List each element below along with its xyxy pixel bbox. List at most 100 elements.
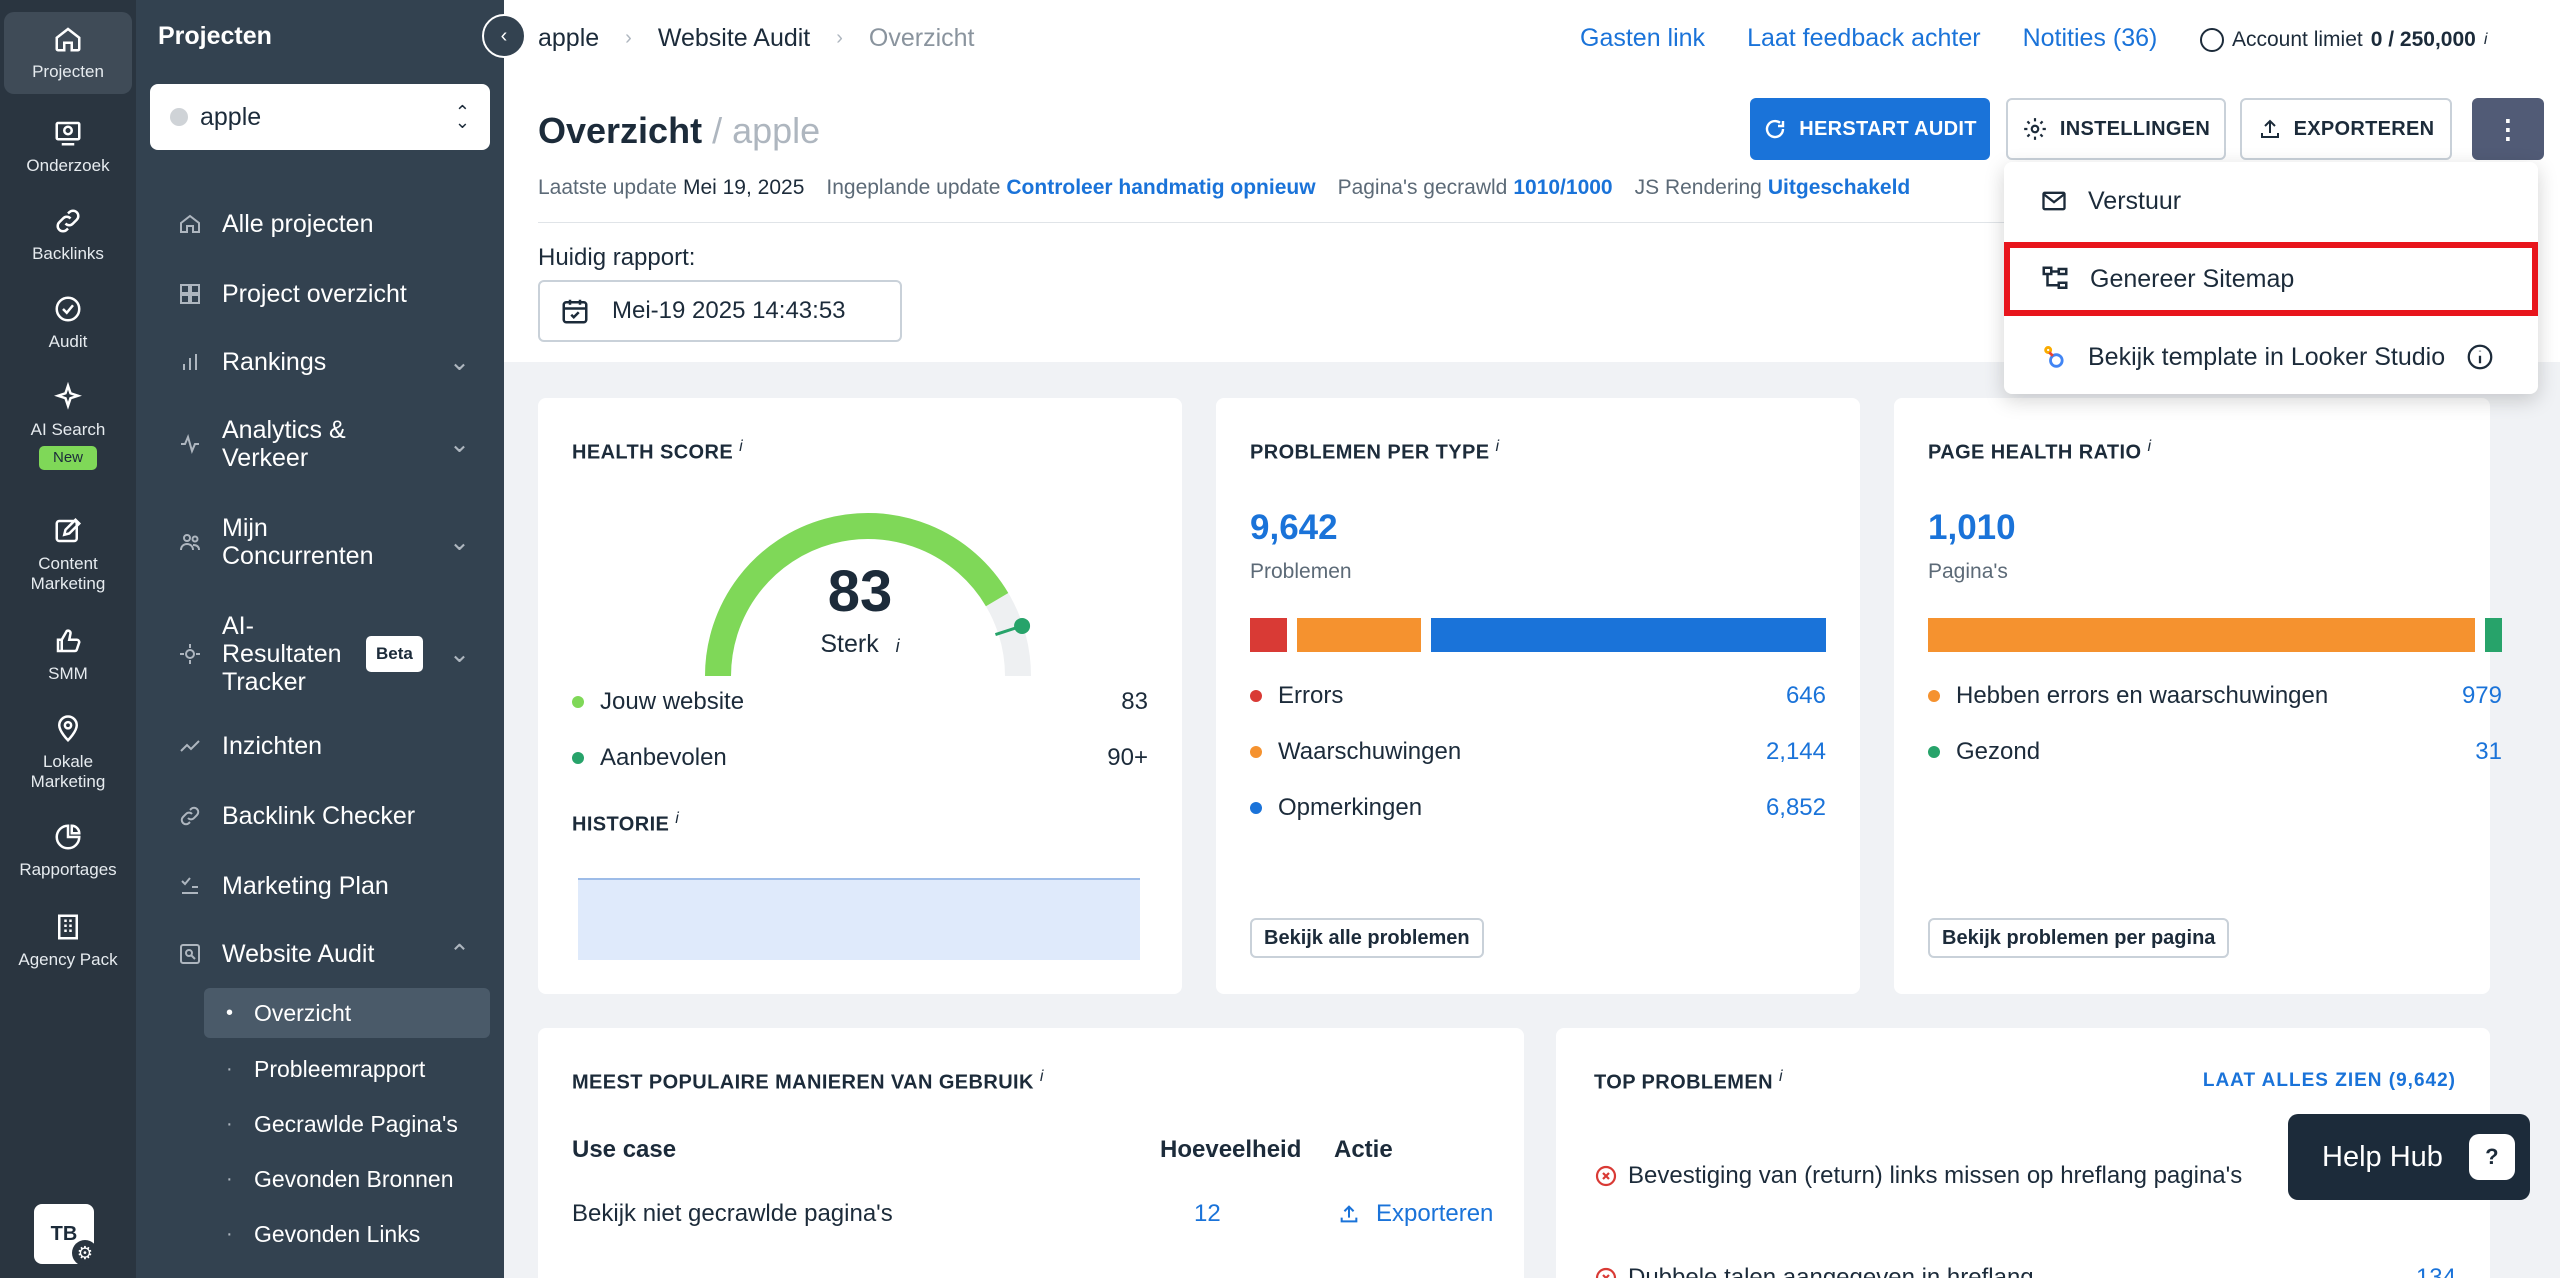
breadcrumb-item[interactable]: Website Audit <box>657 24 811 52</box>
avatar[interactable]: TB <box>34 1204 94 1264</box>
bar-issues[interactable] <box>1928 618 2475 652</box>
sidebar-item-label: Rankings <box>222 348 327 376</box>
problem-row-value[interactable]: 646 <box>1785 682 1826 709</box>
top-problem-row[interactable]: Bevestiging van (return) links missen op… <box>1594 1162 2242 1190</box>
problems-total[interactable]: 9,642 <box>1250 508 1338 547</box>
sidebar-item-alle-projecten[interactable]: Alle projecten <box>176 210 486 238</box>
info-icon[interactable]: i <box>1039 1068 1044 1085</box>
menu-item-genereer-sitemap[interactable]: Genereer Sitemap <box>2004 242 2538 316</box>
card-title: MEEST POPULAIRE MANIEREN VAN GEBRUIK i <box>572 1068 1044 1095</box>
menu-item-verstuur[interactable]: Verstuur <box>2004 164 2538 238</box>
project-selector[interactable]: apple ⌃ ⌄ <box>150 84 490 150</box>
view-all-top-problems-link[interactable]: LAAT ALLES ZIEN (9,642) <box>2202 1070 2456 1091</box>
rail-item-backlinks[interactable]: Backlinks <box>4 204 132 264</box>
rail-item-onderzoek[interactable]: Onderzoek <box>4 116 132 176</box>
sidebar-subitem-gecrawlde-paginas[interactable]: · Gecrawlde Pagina's <box>204 1099 490 1149</box>
ratio-row-value[interactable]: 31 <box>2475 738 2502 765</box>
gear-icon[interactable]: ⚙ <box>72 1240 98 1266</box>
card-title: HEALTH SCORE i <box>572 438 743 465</box>
ratio-row-value[interactable]: 979 <box>2461 682 2502 709</box>
info-icon[interactable]: i <box>675 810 680 827</box>
guest-link[interactable]: Gasten link <box>1580 24 1706 52</box>
sidebar-item-website-audit[interactable]: Website Audit ⌃ <box>176 940 486 968</box>
legend-dot <box>1928 690 1940 702</box>
bar-warnings[interactable] <box>1297 618 1421 652</box>
info-icon[interactable]: i <box>895 636 900 656</box>
sidebar-item-label: Inzichten <box>222 732 323 760</box>
planned-update-link[interactable]: Controleer handmatig opnieuw <box>1006 176 1316 199</box>
use-case-amount[interactable]: 12 <box>1194 1200 1221 1227</box>
feedback-link[interactable]: Laat feedback achter <box>1747 24 1981 52</box>
health-row-label: Aanbevolen <box>600 744 727 771</box>
sidebar-subitem-gevonden-bronnen[interactable]: · Gevonden Bronnen <box>204 1154 490 1204</box>
rail-item-rapportages[interactable]: Rapportages <box>4 820 132 880</box>
sidebar-item-label: Alle projecten <box>222 210 374 238</box>
problem-row-value[interactable]: 2,144 <box>1765 738 1826 765</box>
info-icon[interactable]: i <box>2147 438 2152 455</box>
report-date-selector[interactable]: Mei-19 2025 14:43:53 <box>538 280 902 342</box>
health-score-label-text: Sterk <box>820 630 879 658</box>
top-problem-label: Dubbele talen aangegeven in hreflang <box>1628 1264 2034 1278</box>
rail-item-projecten[interactable]: Projecten <box>4 12 132 94</box>
info-icon[interactable]: i <box>739 438 744 455</box>
speedometer-icon <box>2200 28 2224 52</box>
view-problems-per-page-button[interactable]: Bekijk problemen per pagina <box>1928 918 2230 958</box>
menu-item-label: Genereer Sitemap <box>2090 264 2295 293</box>
notes-link[interactable]: Notities (36) <box>2022 24 2158 52</box>
sidebar-item-ai-tracker[interactable]: AI-Resultaten Tracker Beta ⌄ <box>176 612 486 696</box>
rail-item-agency-pack[interactable]: Agency Pack <box>4 910 132 970</box>
crawled-link[interactable]: 1010/1000 <box>1513 176 1613 199</box>
restart-audit-button[interactable]: HERSTART AUDIT <box>1750 98 1990 160</box>
new-badge: New <box>38 446 97 470</box>
info-circle-icon[interactable] <box>2465 342 2495 372</box>
bar-healthy[interactable] <box>2484 618 2502 652</box>
sidebar-subitem-overzicht[interactable]: • Overzicht <box>204 988 490 1038</box>
export-button[interactable]: EXPORTEREN <box>2240 98 2452 160</box>
history-title-text: HISTORIE <box>572 813 670 836</box>
rail-item-audit[interactable]: Audit <box>4 292 132 352</box>
settings-label: INSTELLINGEN <box>2059 117 2211 140</box>
apple-logo-icon <box>170 108 188 126</box>
rail-item-smm[interactable]: SMM <box>4 624 132 684</box>
rail-item-content-marketing[interactable]: Content Marketing <box>4 514 132 594</box>
sidebar-subitem-gevonden-links[interactable]: · Gevonden Links <box>204 1209 490 1259</box>
sidebar-subitem-probleemrapport[interactable]: · Probleemrapport <box>204 1044 490 1094</box>
health-row-label: Jouw website <box>600 688 745 715</box>
info-icon[interactable]: i <box>2483 31 2488 48</box>
bar-notices[interactable] <box>1430 618 1826 652</box>
legend-dot <box>1928 746 1940 758</box>
legend-dot <box>1250 802 1262 814</box>
settings-button[interactable]: INSTELLINGEN <box>2006 98 2226 160</box>
sidebar-item-project-overzicht[interactable]: Project overzicht <box>176 280 486 308</box>
sidebar-item-rankings[interactable]: Rankings ⌄ <box>176 348 486 376</box>
js-rendering-link[interactable]: Uitgeschakeld <box>1767 176 1911 199</box>
health-row-value: 90+ <box>1107 744 1148 771</box>
sidebar-item-mijn-concurrenten[interactable]: Mijn Concurrenten ⌄ <box>176 514 486 570</box>
rail-item-lokale-marketing[interactable]: Lokale Marketing <box>4 712 132 792</box>
problem-row-value[interactable]: 6,852 <box>1765 794 1826 821</box>
breadcrumb-item[interactable]: apple <box>538 24 600 52</box>
sidebar-item-backlink-checker[interactable]: Backlink Checker <box>176 802 486 830</box>
bar-errors[interactable] <box>1250 618 1288 652</box>
sidebar-item-marketing-plan[interactable]: Marketing Plan <box>176 872 486 900</box>
sparkle-icon <box>51 380 85 414</box>
pages-total[interactable]: 1,010 <box>1928 508 2016 547</box>
menu-item-label: Bekijk template in Looker Studio <box>2088 342 2446 371</box>
more-options-button[interactable]: ⋮ <box>2472 98 2544 160</box>
menu-item-looker-studio[interactable]: Bekijk template in Looker Studio <box>2004 320 2538 394</box>
top-problem-count[interactable]: 134 <box>2415 1264 2456 1278</box>
rail-item-ai-search[interactable]: AI Search New <box>4 380 132 470</box>
sidebar-item-inzichten[interactable]: Inzichten <box>176 732 486 760</box>
calendar-check-icon <box>560 296 590 326</box>
help-hub-button[interactable]: Help Hub ? <box>2288 1114 2530 1200</box>
sidebar-item-analytics[interactable]: Analytics & Verkeer ⌄ <box>176 416 486 472</box>
view-all-problems-button[interactable]: Bekijk alle problemen <box>1250 918 1484 958</box>
legend-dot <box>1250 746 1262 758</box>
top-problem-row[interactable]: Dubbele talen aangegeven in hreflang <box>1594 1264 2034 1278</box>
collapse-sidebar-button[interactable]: ‹ <box>482 14 526 58</box>
info-icon[interactable]: i <box>1778 1068 1783 1085</box>
use-case-export-link[interactable]: Exporteren <box>1338 1200 1493 1228</box>
info-icon[interactable]: i <box>1495 438 1500 455</box>
problems-card: PROBLEMEN PER TYPE i 9,642 Problemen Erro… <box>1216 398 1860 994</box>
card-title: TOP PROBLEMEN i <box>1594 1068 1783 1095</box>
